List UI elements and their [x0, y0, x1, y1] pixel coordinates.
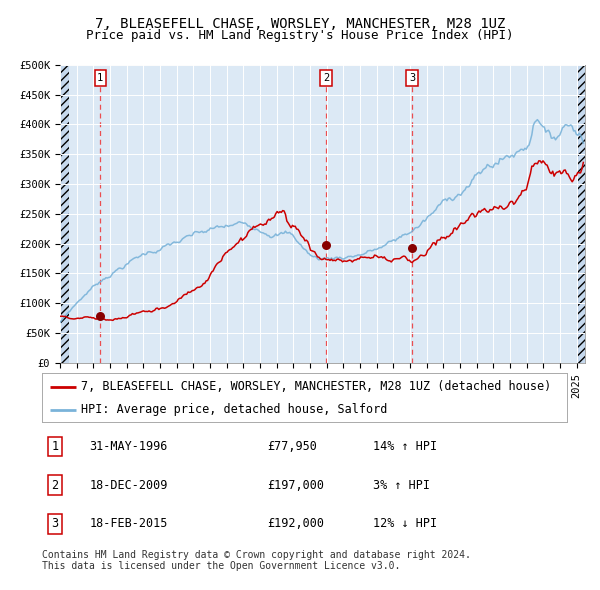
Text: 2: 2 [52, 478, 59, 492]
Text: Contains HM Land Registry data © Crown copyright and database right 2024.
This d: Contains HM Land Registry data © Crown c… [42, 550, 471, 572]
Text: 3% ↑ HPI: 3% ↑ HPI [373, 478, 430, 492]
Text: £197,000: £197,000 [268, 478, 325, 492]
Text: £192,000: £192,000 [268, 517, 325, 530]
Text: 7, BLEASEFELL CHASE, WORSLEY, MANCHESTER, M28 1UZ: 7, BLEASEFELL CHASE, WORSLEY, MANCHESTER… [95, 17, 505, 31]
Text: 2: 2 [323, 73, 329, 83]
Text: 14% ↑ HPI: 14% ↑ HPI [373, 440, 437, 453]
Text: 1: 1 [97, 73, 103, 83]
Text: 7, BLEASEFELL CHASE, WORSLEY, MANCHESTER, M28 1UZ (detached house): 7, BLEASEFELL CHASE, WORSLEY, MANCHESTER… [82, 380, 551, 393]
Text: 1: 1 [52, 440, 59, 453]
Text: HPI: Average price, detached house, Salford: HPI: Average price, detached house, Salf… [82, 403, 388, 417]
Text: 12% ↓ HPI: 12% ↓ HPI [373, 517, 437, 530]
Text: £77,950: £77,950 [268, 440, 317, 453]
Bar [577, 65, 600, 363]
Text: Price paid vs. HM Land Registry's House Price Index (HPI): Price paid vs. HM Land Registry's House … [86, 30, 514, 42]
Text: 31-MAY-1996: 31-MAY-1996 [89, 440, 167, 453]
Text: 3: 3 [409, 73, 415, 83]
Text: 18-DEC-2009: 18-DEC-2009 [89, 478, 167, 492]
Bar [60, 65, 69, 363]
Text: 18-FEB-2015: 18-FEB-2015 [89, 517, 167, 530]
Text: 3: 3 [52, 517, 59, 530]
